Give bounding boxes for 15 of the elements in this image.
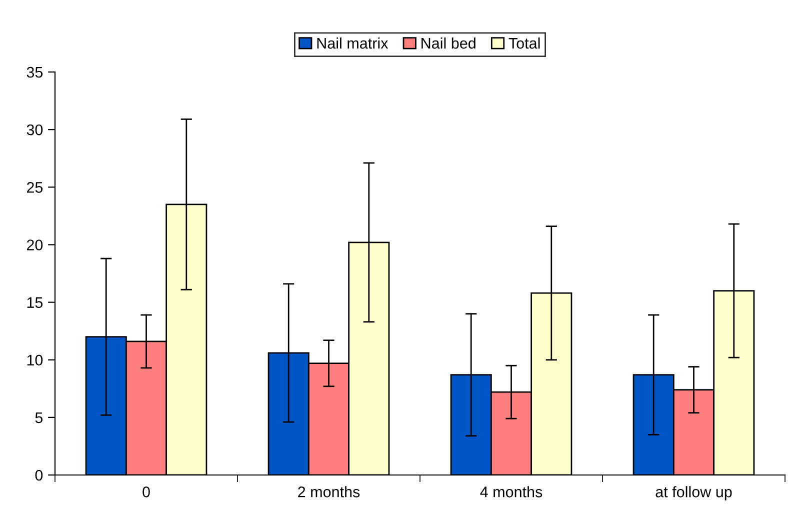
y-tick-label: 0	[35, 470, 43, 481]
y-tick-label: 35	[26, 66, 43, 78]
y-tick-label: 15	[27, 297, 43, 308]
legend-label: Nail matrix	[317, 37, 388, 49]
x-tick-label: 0	[142, 486, 150, 498]
y-tick-label: 10	[27, 354, 43, 366]
x-tick-label: 2 months	[298, 486, 360, 498]
legend-label: Nail bed	[422, 37, 476, 49]
y-tick-label: 25	[26, 182, 43, 193]
y-tick-label: 20	[26, 240, 43, 250]
y-tick-label: 5	[35, 412, 43, 424]
legend-label: Total	[508, 37, 540, 49]
y-tick-label: 30	[26, 124, 43, 136]
x-tick-label: at follow up	[656, 486, 732, 500]
x-tick-label: 4 months	[480, 486, 542, 498]
